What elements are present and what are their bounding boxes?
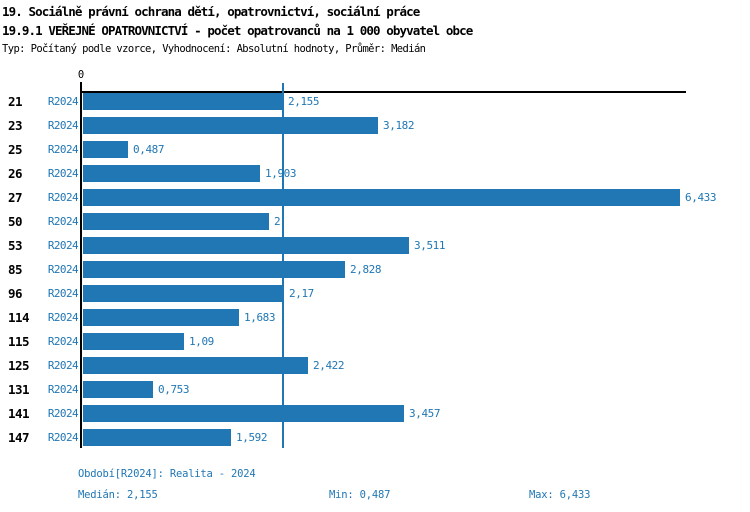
row-category-label: 50	[8, 214, 23, 229]
row-category-label: 21	[8, 94, 23, 109]
footer-max-label: Max: 6,433	[529, 489, 591, 501]
row-series-label: R2024	[47, 263, 79, 276]
bar-value-label: 6,433	[685, 191, 717, 204]
bar-value-label: 2,422	[313, 359, 345, 372]
bar	[83, 213, 269, 230]
row-series-label: R2024	[47, 95, 79, 108]
footer-period-label: Období[R2024]: Realita - 2024	[78, 468, 256, 480]
bar-value-label: 1,683	[244, 311, 276, 324]
bar	[83, 381, 153, 398]
row-series-label: R2024	[47, 239, 79, 252]
row-category-label: 96	[8, 286, 23, 301]
bar-value-label: 1,903	[265, 167, 297, 180]
row-category-label: 141	[8, 406, 30, 421]
row-category-label: 115	[8, 334, 30, 349]
bar	[83, 333, 184, 350]
footer-median-label: Medián: 2,155	[78, 489, 158, 501]
row-category-label: 85	[8, 262, 23, 277]
row-series-label: R2024	[47, 311, 79, 324]
row-category-label: 26	[8, 166, 23, 181]
bar-value-label: 2,17	[289, 287, 314, 300]
y-axis-line	[80, 82, 82, 448]
chart-title-line2: 19.9.1 VEŘEJNÉ OPATROVNICTVÍ - počet opa…	[2, 23, 473, 38]
bar-value-label: 2,828	[350, 263, 382, 276]
row-series-label: R2024	[47, 191, 79, 204]
row-category-label: 147	[8, 430, 30, 445]
bar	[83, 261, 345, 278]
row-category-label: 53	[8, 238, 23, 253]
row-series-label: R2024	[47, 335, 79, 348]
bar	[83, 117, 378, 134]
row-series-label: R2024	[47, 287, 79, 300]
chart-subtitle: Typ: Počítaný podle vzorce, Vyhodnocení:…	[2, 43, 426, 55]
row-series-label: R2024	[47, 431, 79, 444]
bar-value-label: 0,487	[133, 143, 165, 156]
row-category-label: 131	[8, 382, 30, 397]
bar-value-label: 3,511	[414, 239, 446, 252]
row-series-label: R2024	[47, 383, 79, 396]
bar-value-label: 3,457	[409, 407, 441, 420]
bar	[83, 189, 680, 206]
bar	[83, 309, 239, 326]
bar	[83, 237, 409, 254]
row-category-label: 23	[8, 118, 23, 133]
bar-value-label: 0,753	[158, 383, 190, 396]
bar	[83, 285, 284, 302]
bar	[83, 165, 260, 182]
row-series-label: R2024	[47, 215, 79, 228]
row-series-label: R2024	[47, 119, 79, 132]
bar-value-label: 1,09	[189, 335, 214, 348]
bar	[83, 141, 128, 158]
x-axis-zero-tick-label: 0	[77, 69, 85, 81]
row-category-label: 27	[8, 190, 23, 205]
bar-value-label: 2	[274, 215, 281, 228]
chart-title-line1: 19. Sociálně právní ochrana dětí, opatro…	[2, 4, 420, 19]
row-category-label: 125	[8, 358, 30, 373]
row-category-label: 114	[8, 310, 30, 325]
bar-value-label: 2,155	[288, 95, 320, 108]
plot-top-border	[82, 91, 686, 93]
bar	[83, 405, 404, 422]
row-series-label: R2024	[47, 407, 79, 420]
bar	[83, 93, 283, 110]
bar-value-label: 3,182	[383, 119, 415, 132]
footer-min-label: Min: 0,487	[329, 489, 391, 501]
row-category-label: 25	[8, 142, 23, 157]
row-series-label: R2024	[47, 167, 79, 180]
bar-value-label: 1,592	[236, 431, 268, 444]
row-series-label: R2024	[47, 359, 79, 372]
bar	[83, 429, 231, 446]
row-series-label: R2024	[47, 143, 79, 156]
bar	[83, 357, 308, 374]
